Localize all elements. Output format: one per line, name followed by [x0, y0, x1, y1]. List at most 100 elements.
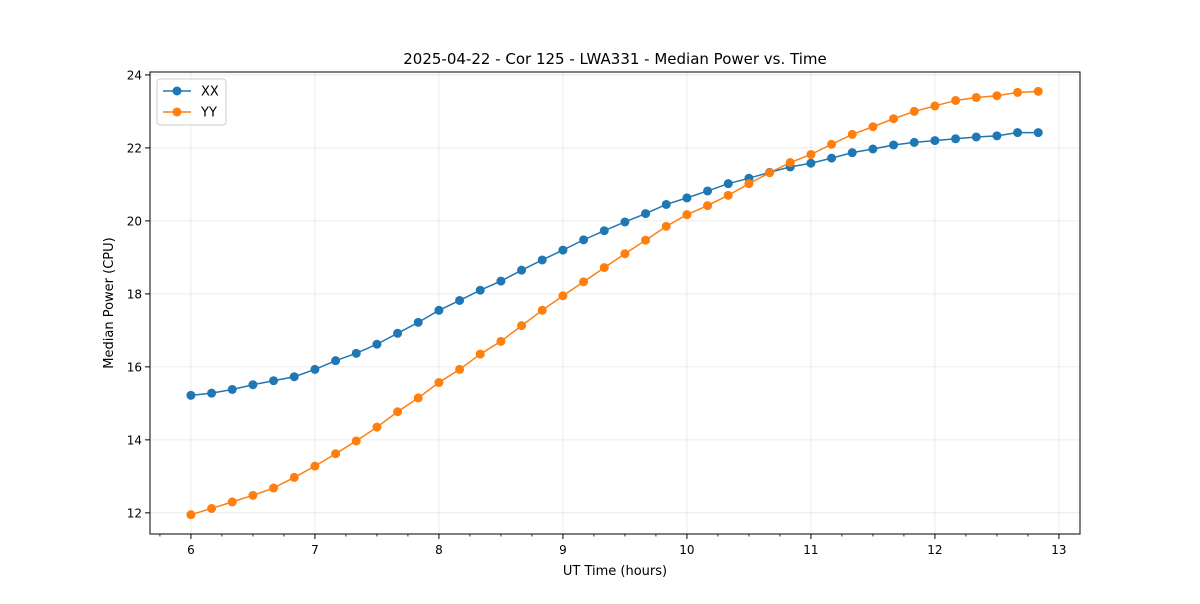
- data-point-xx: [723, 179, 733, 189]
- grid: [150, 72, 1080, 534]
- data-point-xx: [827, 153, 837, 163]
- data-point-yy: [207, 503, 217, 513]
- data-point-xx: [599, 226, 609, 236]
- data-point-yy: [599, 263, 609, 273]
- series-line-yy: [190, 90, 1039, 516]
- data-point-yy: [620, 249, 630, 259]
- data-point-xx: [186, 390, 196, 400]
- data-point-yy: [806, 149, 816, 159]
- data-point-yy: [703, 201, 713, 211]
- data-point-xx: [1033, 128, 1043, 138]
- x-tick-label: 13: [1051, 543, 1066, 557]
- data-point-yy: [186, 510, 196, 520]
- data-point-yy: [289, 472, 299, 482]
- data-point-xx: [413, 317, 423, 327]
- data-point-yy: [558, 291, 568, 301]
- y-tick-label: 20: [127, 214, 142, 228]
- data-point-xx: [289, 372, 299, 382]
- data-point-yy: [434, 378, 444, 388]
- data-point-xx: [434, 305, 444, 315]
- x-tick-label: 6: [187, 543, 195, 557]
- x-tick-label: 10: [679, 543, 694, 557]
- series-layer: [186, 86, 1043, 520]
- data-point-xx: [475, 285, 485, 295]
- data-point-yy: [1033, 86, 1043, 96]
- data-point-xx: [703, 186, 713, 196]
- data-point-yy: [248, 490, 258, 500]
- legend: XX YY: [156, 78, 227, 126]
- data-point-yy: [475, 349, 485, 359]
- data-point-yy: [517, 321, 527, 331]
- data-point-yy: [413, 393, 423, 403]
- data-point-xx: [909, 137, 919, 147]
- data-point-yy: [827, 139, 837, 149]
- legend-label-yy: YY: [200, 106, 217, 121]
- legend-marker-xx: [172, 86, 182, 96]
- data-point-yy: [971, 93, 981, 103]
- data-point-yy: [537, 305, 547, 315]
- data-point-xx: [372, 339, 382, 349]
- data-point-yy: [496, 336, 506, 346]
- data-point-yy: [744, 179, 754, 189]
- data-point-xx: [641, 209, 651, 219]
- y-tick-label: 16: [127, 360, 142, 374]
- data-point-xx: [682, 193, 692, 203]
- data-point-yy: [765, 168, 775, 178]
- data-point-yy: [930, 101, 940, 111]
- x-axis-label: UT Time (hours): [563, 564, 667, 579]
- data-point-xx: [248, 380, 258, 390]
- data-point-yy: [455, 364, 465, 374]
- data-point-yy: [909, 106, 919, 116]
- x-tick-label: 7: [311, 543, 319, 557]
- data-point-xx: [1013, 128, 1023, 138]
- data-point-xx: [496, 276, 506, 286]
- y-tick-label: 24: [127, 68, 142, 82]
- data-point-xx: [310, 364, 320, 374]
- data-point-xx: [847, 148, 857, 158]
- data-point-xx: [393, 328, 403, 338]
- data-point-yy: [393, 407, 403, 417]
- data-point-xx: [806, 158, 816, 168]
- axes-frame: [149, 71, 1081, 535]
- data-point-xx: [331, 356, 341, 366]
- data-point-xx: [930, 136, 940, 146]
- data-point-yy: [351, 436, 361, 446]
- y-tick-label: 22: [127, 141, 142, 155]
- data-point-xx: [517, 265, 527, 275]
- legend-label-xx: XX: [201, 85, 219, 100]
- x-tick-label: 9: [559, 543, 567, 557]
- axis-ticks: 6 7 8 9 10 11 12 13 12 14 16 18 20 22 24: [127, 68, 1067, 557]
- data-point-xx: [951, 134, 961, 144]
- y-tick-label: 12: [127, 506, 142, 520]
- y-axis-label: Median Power (CPU): [102, 237, 117, 368]
- data-point-yy: [951, 95, 961, 105]
- data-point-xx: [992, 131, 1002, 141]
- data-point-xx: [558, 245, 568, 255]
- data-point-xx: [455, 295, 465, 305]
- data-point-xx: [579, 235, 589, 245]
- data-point-yy: [889, 114, 899, 124]
- x-tick-label: 8: [435, 543, 443, 557]
- data-point-yy: [992, 91, 1002, 101]
- data-point-yy: [1013, 87, 1023, 97]
- data-point-xx: [971, 132, 981, 142]
- data-point-xx: [269, 376, 279, 386]
- data-point-yy: [641, 235, 651, 245]
- data-point-yy: [372, 422, 382, 432]
- y-tick-label: 18: [127, 287, 142, 301]
- data-point-yy: [661, 221, 671, 231]
- data-point-xx: [661, 199, 671, 209]
- data-point-yy: [310, 461, 320, 471]
- data-point-xx: [351, 348, 361, 358]
- series-line-xx: [190, 131, 1039, 397]
- data-point-yy: [868, 122, 878, 132]
- data-point-xx: [889, 140, 899, 150]
- data-point-yy: [682, 210, 692, 220]
- data-point-yy: [785, 158, 795, 168]
- data-point-yy: [331, 449, 341, 459]
- data-point-xx: [620, 217, 630, 227]
- data-point-yy: [269, 483, 279, 493]
- legend-marker-yy: [172, 107, 182, 117]
